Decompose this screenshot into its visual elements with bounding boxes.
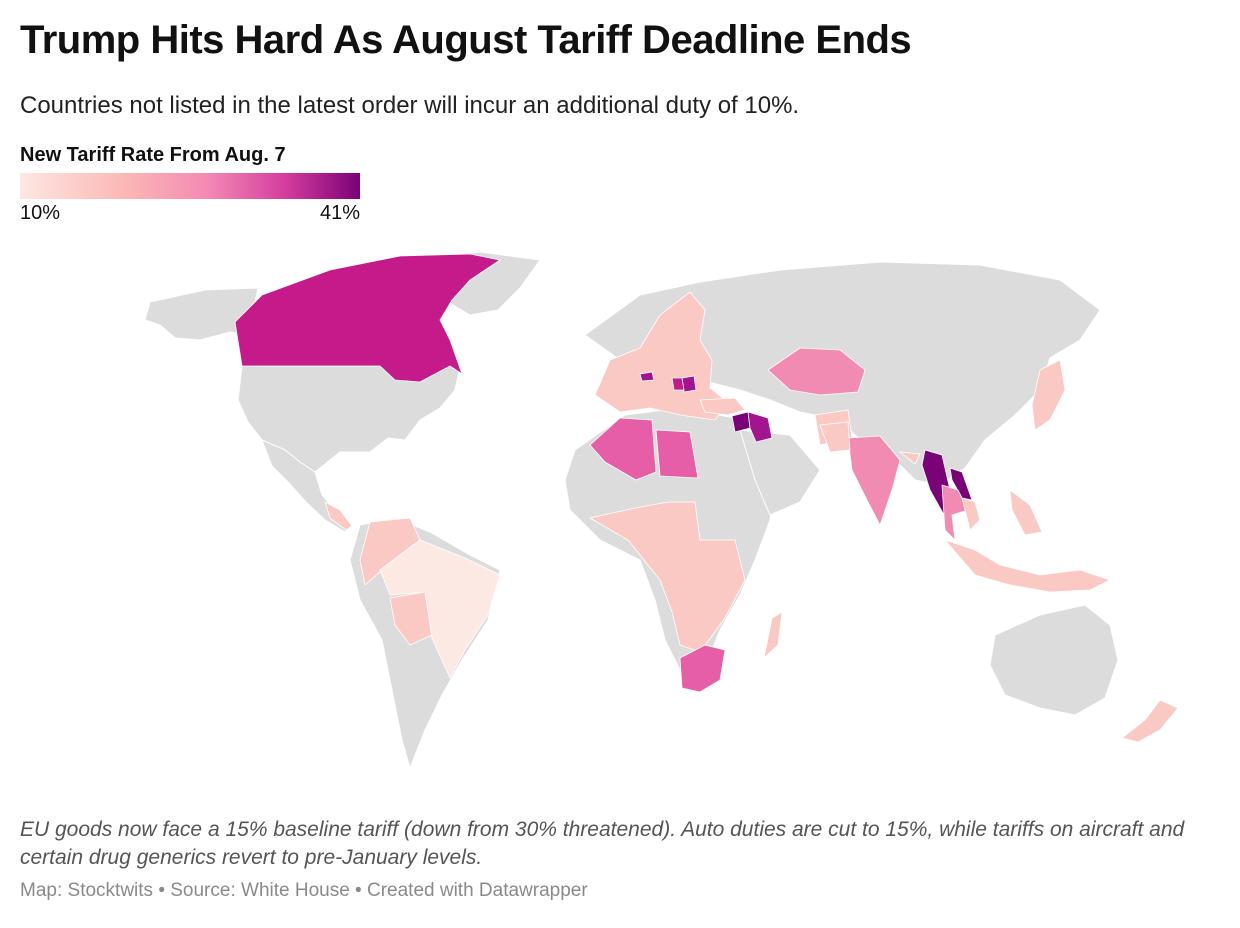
region-thailand[interactable] xyxy=(941,484,969,542)
land-australia xyxy=(989,604,1119,716)
land-usa xyxy=(237,365,461,473)
region-algeria[interactable] xyxy=(589,417,657,481)
land-arabia xyxy=(739,429,821,516)
legend-max-label: 41% xyxy=(319,202,360,224)
region-kazakhstan[interactable] xyxy=(767,347,866,396)
world-map-svg xyxy=(144,251,1179,770)
region-canada[interactable] xyxy=(234,253,502,383)
region-iraq[interactable] xyxy=(747,411,773,443)
region-switzerland[interactable] xyxy=(639,371,655,382)
region-syria[interactable] xyxy=(731,411,751,433)
chart-title: Trump Hits Hard As August Tariff Deadlin… xyxy=(20,18,912,62)
region-south-africa[interactable] xyxy=(679,644,726,693)
region-laos[interactable] xyxy=(949,467,973,501)
region-new-zealand[interactable] xyxy=(1121,699,1179,743)
source-credit: Map: Stocktwits • Source: White House • … xyxy=(20,880,588,901)
region-southeast-asia-islands[interactable] xyxy=(943,489,1112,593)
region-central-america[interactable] xyxy=(324,501,353,531)
region-india[interactable] xyxy=(847,435,901,527)
footnote: EU goods now face a 15% baseline tariff … xyxy=(20,818,1185,869)
tariff-regions xyxy=(234,253,1179,743)
legend-labels: 10% 41% xyxy=(20,202,360,225)
region-brazil[interactable] xyxy=(379,539,501,679)
region-sub-saharan-africa[interactable] xyxy=(588,501,746,653)
world-map xyxy=(0,240,1240,785)
region-vietnam[interactable] xyxy=(961,497,981,531)
region-libya[interactable] xyxy=(655,429,699,479)
land-alaska xyxy=(144,287,259,341)
legend-title: New Tariff Rate From Aug. 7 xyxy=(20,144,286,166)
color-legend: New Tariff Rate From Aug. 7 10% 41% xyxy=(20,144,360,225)
region-bosnia[interactable] xyxy=(671,377,685,391)
region-south-asia-other[interactable] xyxy=(819,421,921,465)
legend-min-label: 10% xyxy=(20,202,61,224)
region-japan[interactable] xyxy=(1031,359,1066,431)
legend-gradient-bar xyxy=(20,173,360,199)
chart-subtitle: Countries not listed in the latest order… xyxy=(20,92,800,119)
region-madagascar[interactable] xyxy=(763,611,783,660)
